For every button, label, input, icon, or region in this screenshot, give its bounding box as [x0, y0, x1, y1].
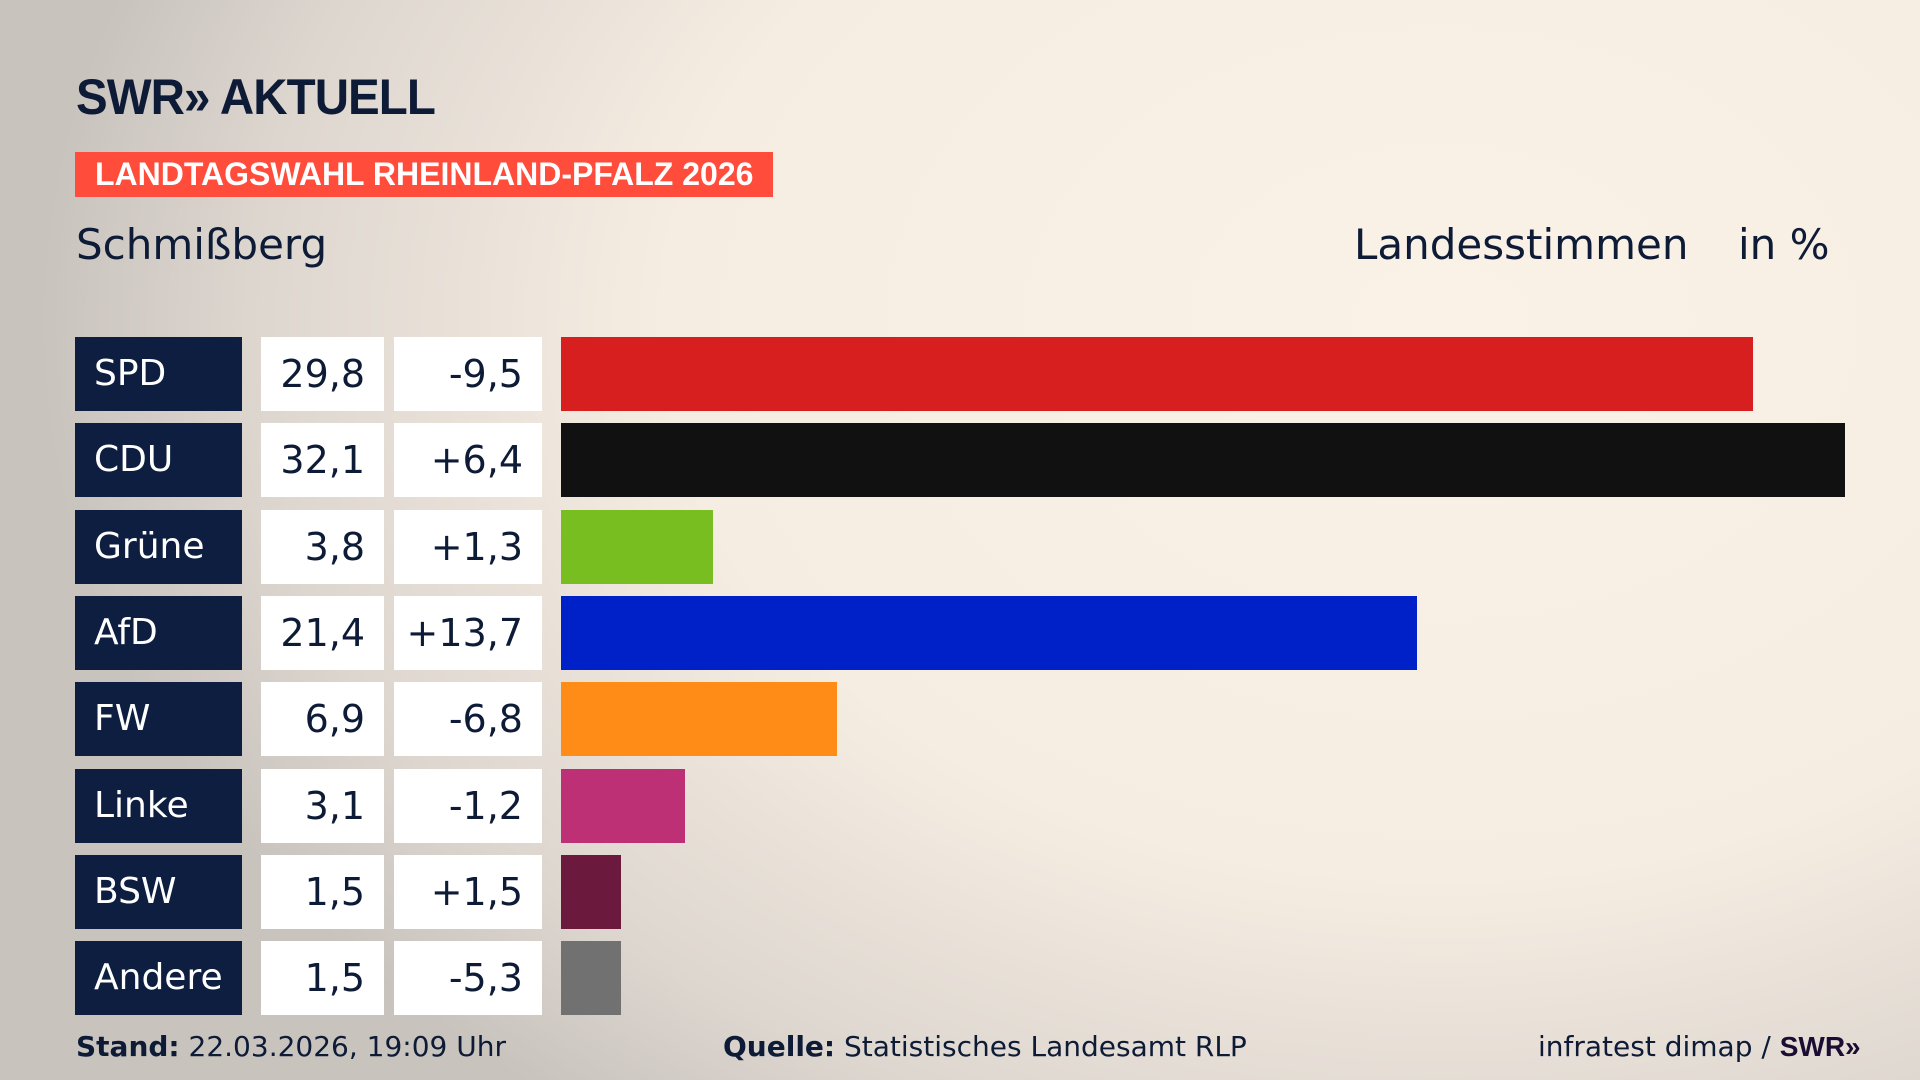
timestamp: Stand: 22.03.2026, 19:09 Uhr [76, 1030, 506, 1063]
diff-label: -6,8 [394, 682, 542, 757]
swr-aktuell-logo: SWR» AKTUELL [76, 69, 436, 125]
bar-afd [561, 595, 1417, 670]
measure-label: Landesstimmen [1354, 220, 1689, 269]
bar-linke [561, 768, 685, 843]
bar-bsw [561, 854, 621, 929]
bar-cdu [561, 423, 1845, 498]
bar-grüne [561, 509, 713, 584]
diff-label: +1,5 [394, 854, 542, 929]
diff-label: +1,3 [394, 509, 542, 584]
value-label: 3,8 [261, 509, 384, 584]
bar-andere [561, 941, 621, 1016]
value-label: 6,9 [261, 682, 384, 757]
value-label: 21,4 [261, 595, 384, 670]
diff-label: -5,3 [394, 941, 542, 1016]
bar-spd [561, 337, 1753, 411]
credit: infratest dimap / SWR» [1538, 1030, 1861, 1063]
source: Quelle: Statistisches Landesamt RLP [723, 1030, 1247, 1063]
party-label: Andere [75, 941, 242, 1016]
party-label: Grüne [75, 509, 242, 584]
party-label: BSW [75, 854, 242, 929]
unit-label: in % [1738, 220, 1830, 269]
stand-value: 22.03.2026, 19:09 Uhr [188, 1030, 506, 1063]
credit-text: infratest dimap / [1538, 1030, 1771, 1063]
party-label: CDU [75, 423, 242, 498]
value-label: 1,5 [261, 854, 384, 929]
value-label: 29,8 [261, 337, 384, 411]
value-label: 3,1 [261, 768, 384, 843]
place-title: Schmißberg [76, 220, 328, 269]
bar-fw [561, 682, 837, 757]
swr-logo: SWR» [1779, 1031, 1861, 1062]
source-label: Quelle: [723, 1030, 836, 1063]
stand-label: Stand: [76, 1030, 180, 1063]
party-label: SPD [75, 337, 242, 411]
diff-label: -1,2 [394, 768, 542, 843]
diff-label: -9,5 [394, 337, 542, 411]
value-label: 1,5 [261, 941, 384, 1016]
party-label: FW [75, 682, 242, 757]
election-banner: LANDTAGSWAHL RHEINLAND-PFALZ 2026 [75, 152, 774, 197]
party-label: Linke [75, 768, 242, 843]
diff-label: +13,7 [394, 595, 542, 670]
value-label: 32,1 [261, 423, 384, 498]
source-value: Statistisches Landesamt RLP [844, 1030, 1247, 1063]
party-label: AfD [75, 595, 242, 670]
diff-label: +6,4 [394, 423, 542, 498]
